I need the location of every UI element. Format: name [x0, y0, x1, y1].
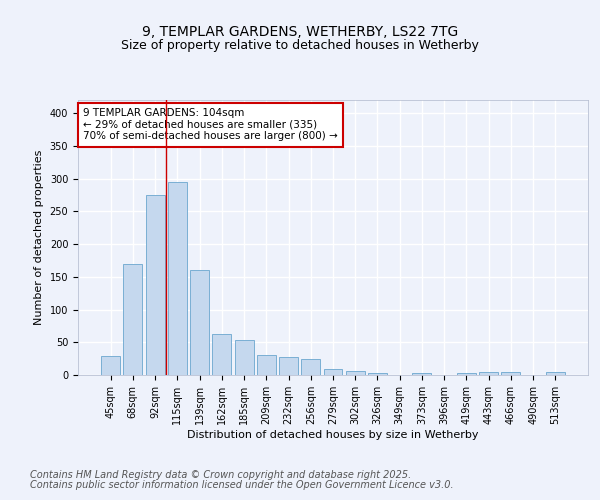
- Bar: [190, 270, 209, 375]
- Text: 9 TEMPLAR GARDENS: 104sqm
← 29% of detached houses are smaller (335)
70% of semi: 9 TEMPLAR GARDENS: 104sqm ← 29% of detac…: [83, 108, 338, 142]
- Bar: [546, 372, 565, 375]
- Bar: [279, 356, 298, 375]
- Bar: [368, 373, 387, 375]
- Bar: [301, 358, 320, 375]
- Bar: [479, 372, 498, 375]
- Bar: [235, 340, 254, 375]
- Bar: [124, 264, 142, 375]
- X-axis label: Distribution of detached houses by size in Wetherby: Distribution of detached houses by size …: [187, 430, 479, 440]
- Bar: [323, 369, 343, 375]
- Bar: [146, 195, 164, 375]
- Text: Contains HM Land Registry data © Crown copyright and database right 2025.: Contains HM Land Registry data © Crown c…: [30, 470, 411, 480]
- Bar: [101, 356, 120, 375]
- Text: Size of property relative to detached houses in Wetherby: Size of property relative to detached ho…: [121, 38, 479, 52]
- Bar: [257, 354, 276, 375]
- Text: Contains public sector information licensed under the Open Government Licence v3: Contains public sector information licen…: [30, 480, 454, 490]
- Text: 9, TEMPLAR GARDENS, WETHERBY, LS22 7TG: 9, TEMPLAR GARDENS, WETHERBY, LS22 7TG: [142, 26, 458, 40]
- Bar: [212, 334, 231, 375]
- Bar: [502, 372, 520, 375]
- Y-axis label: Number of detached properties: Number of detached properties: [34, 150, 44, 325]
- Bar: [412, 373, 431, 375]
- Bar: [346, 371, 365, 375]
- Bar: [168, 182, 187, 375]
- Bar: [457, 373, 476, 375]
